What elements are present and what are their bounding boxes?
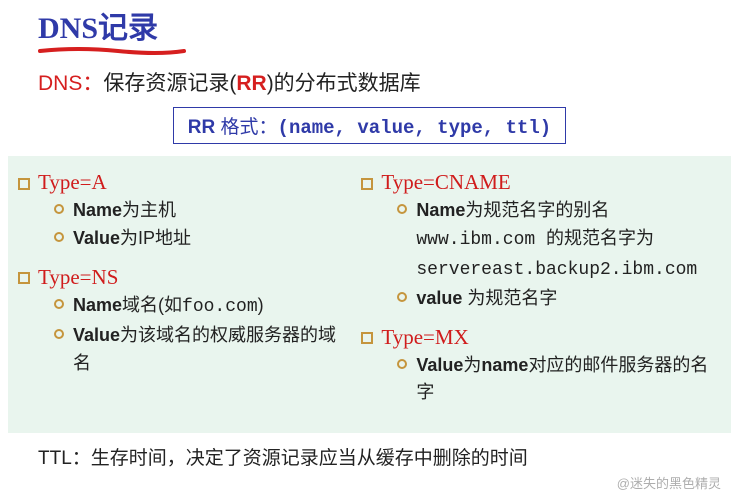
type-head: Type=NS — [18, 265, 341, 290]
sub-list: Value为name对应的邮件服务器的名字 — [361, 350, 721, 412]
square-bullet-icon — [361, 178, 373, 190]
circle-bullet-icon — [54, 204, 64, 214]
subtitle-pre: 保存资源记录( — [103, 72, 236, 95]
sub-list: Name为规范名字的别名www.ibm.com 的规范名字为servereast… — [361, 195, 721, 317]
square-bullet-icon — [361, 332, 373, 344]
item-text: servereast.backup2.ibm.com — [416, 255, 721, 285]
title-prefix: DNS — [38, 12, 98, 45]
watermark: @迷失的黑色精灵 — [617, 473, 721, 492]
footer-text: 生存时间，决定了资源记录应当从缓存中删除的时间 — [91, 448, 528, 469]
type-head-text: Type=NS — [38, 265, 118, 290]
types-panel: Type=AName为主机Value为IP地址Type=NSName域名(如fo… — [8, 156, 731, 433]
type-block: Type=MXValue为name对应的邮件服务器的名字 — [361, 325, 721, 412]
type-block: Type=AName为主机Value为IP地址 — [18, 170, 341, 257]
page-title: DNS记录 — [38, 12, 739, 45]
item-text: www.ibm.com 的规范名字为 — [416, 225, 721, 255]
square-bullet-icon — [18, 272, 30, 284]
column-left: Type=AName为主机Value为IP地址Type=NSName域名(如fo… — [18, 170, 341, 419]
type-block: Type=CNAMEName为规范名字的别名www.ibm.com 的规范名字为… — [361, 170, 721, 317]
list-item: Value为IP地址 — [54, 225, 341, 253]
circle-bullet-icon — [397, 204, 407, 214]
type-head-text: Type=CNAME — [381, 170, 510, 195]
type-head-text: Type=MX — [381, 325, 468, 350]
square-bullet-icon — [18, 178, 30, 190]
type-head-text: Type=A — [38, 170, 107, 195]
item-text: Value为该域名的权威服务器的域名 — [73, 322, 341, 378]
circle-bullet-icon — [397, 292, 407, 302]
item-text: value 为规范名字 — [416, 285, 721, 313]
circle-bullet-icon — [54, 232, 64, 242]
sub-list: Name域名(如foo.com)Value为该域名的权威服务器的域名 — [18, 290, 341, 382]
footer-row: TTL：生存时间，决定了资源记录应当从缓存中删除的时间 — [0, 433, 739, 470]
list-item: Name为主机 — [54, 197, 341, 225]
circle-bullet-icon — [54, 329, 64, 339]
item-text: Value为IP地址 — [73, 225, 341, 253]
title-rest: 记录 — [98, 12, 158, 45]
list-item: Value为name对应的邮件服务器的名字 — [397, 352, 721, 408]
subtitle-row: DNS：保存资源记录(RR)的分布式数据库 — [0, 53, 739, 97]
circle-bullet-icon — [54, 299, 64, 309]
format-lead-bold: RR — [188, 117, 221, 138]
list-item: Name域名(如foo.com) — [54, 292, 341, 322]
list-item: value 为规范名字 — [397, 285, 721, 313]
format-lead-rest: 格式： — [221, 117, 278, 138]
list-item: Value为该域名的权威服务器的域名 — [54, 322, 341, 378]
item-text: Name为主机 — [73, 197, 341, 225]
format-tuple: (name, value, type, ttl) — [278, 117, 552, 139]
column-right: Type=CNAMEName为规范名字的别名www.ibm.com 的规范名字为… — [361, 170, 721, 419]
type-head: Type=CNAME — [361, 170, 721, 195]
list-item: Name为规范名字的别名 — [397, 197, 721, 225]
item-text: Name域名(如foo.com) — [73, 292, 341, 322]
subtitle-label: DNS： — [38, 72, 103, 95]
sub-list: Name为主机Value为IP地址 — [18, 195, 341, 257]
type-head: Type=MX — [361, 325, 721, 350]
subtitle-rr: RR — [236, 72, 266, 95]
item-text: Value为name对应的邮件服务器的名字 — [416, 352, 721, 408]
list-item: servereast.backup2.ibm.com — [397, 255, 721, 285]
item-text: Name为规范名字的别名 — [416, 197, 721, 225]
type-head: Type=A — [18, 170, 341, 195]
rr-format-box: RR 格式：(name, value, type, ttl) — [173, 107, 566, 144]
circle-bullet-icon — [397, 359, 407, 369]
footer-label: TTL： — [38, 448, 91, 469]
subtitle-post: )的分布式数据库 — [267, 72, 421, 95]
list-item: www.ibm.com 的规范名字为 — [397, 225, 721, 255]
type-block: Type=NSName域名(如foo.com)Value为该域名的权威服务器的域… — [18, 265, 341, 382]
